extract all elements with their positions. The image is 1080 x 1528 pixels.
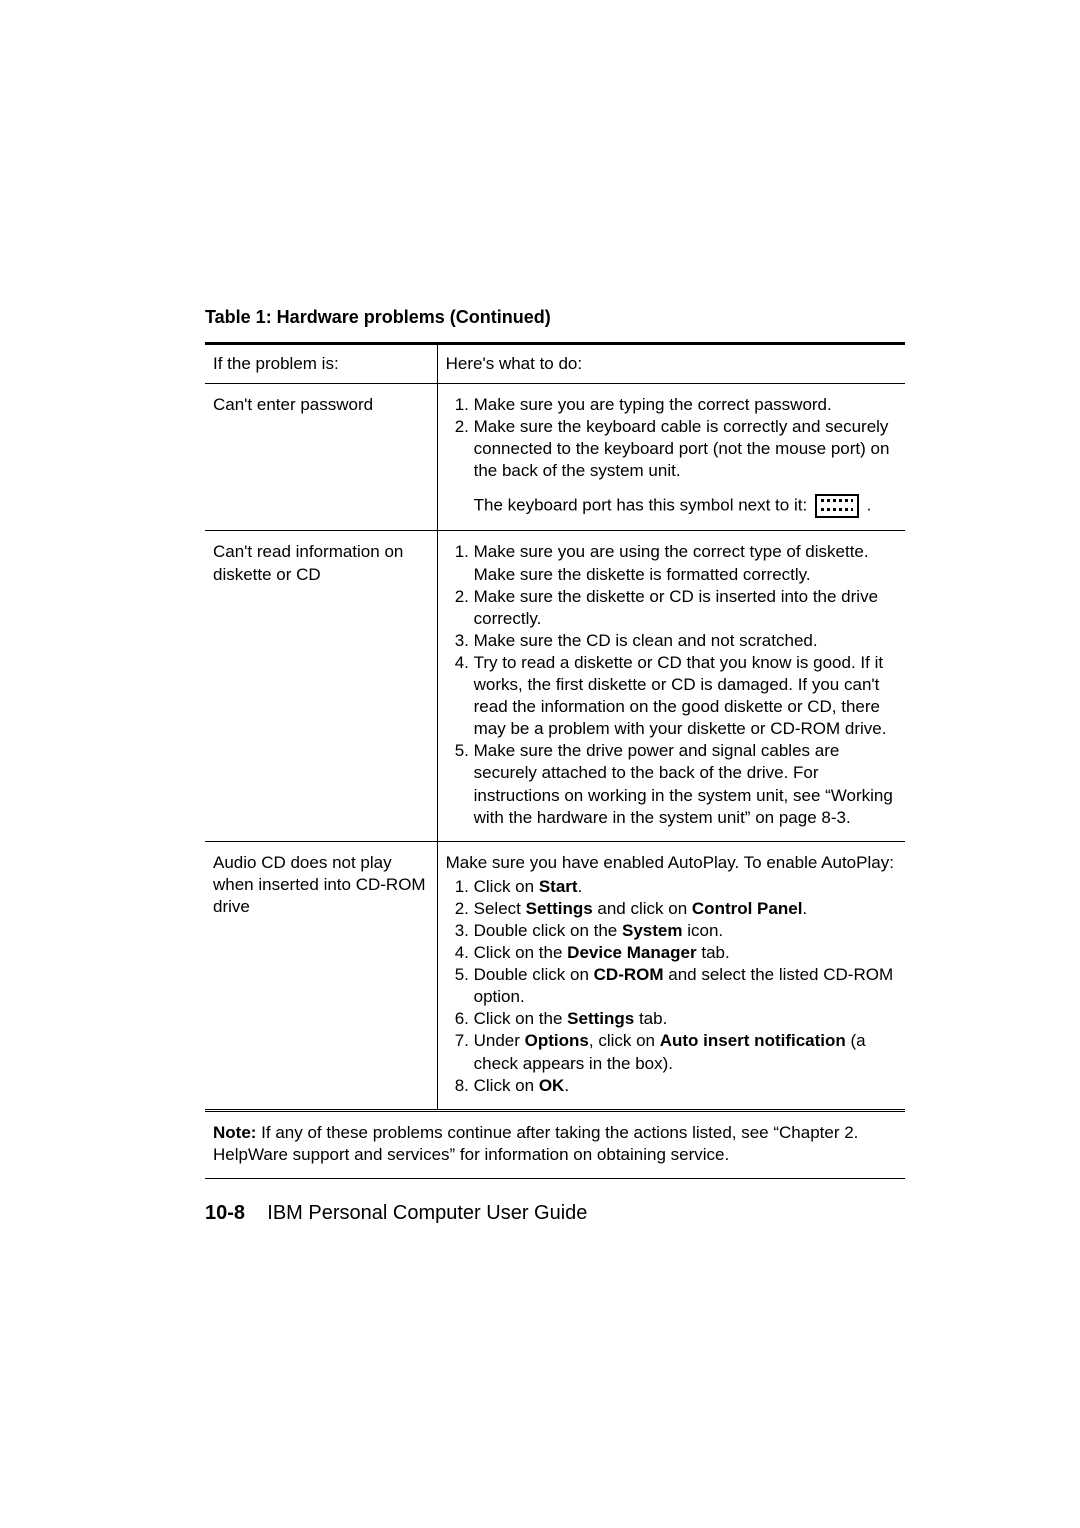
step-item: Make sure you are using the correct type… — [474, 541, 897, 585]
step-item: Click on the Device Manager tab. — [474, 942, 897, 964]
step-item: Try to read a diskette or CD that you kn… — [474, 652, 897, 740]
table-row: Can't enter password Make sure you are t… — [205, 384, 905, 531]
step-item: Under Options, click on Auto insert noti… — [474, 1030, 897, 1074]
intro-text: Make sure you have enabled AutoPlay. To … — [446, 852, 897, 874]
header-action: Here's what to do: — [437, 344, 905, 384]
step-item: Make sure you are typing the correct pas… — [474, 394, 897, 416]
header-problem: If the problem is: — [205, 344, 437, 384]
table-title: Table 1: Hardware problems (Continued) — [205, 307, 904, 328]
problem-cell: Audio CD does not play when inserted int… — [205, 841, 437, 1110]
keyboard-port-icon — [815, 494, 859, 518]
note-row: Note: If any of these problems continue … — [205, 1110, 905, 1178]
page-number: 10-8 — [205, 1202, 245, 1224]
step-item: Double click on the System icon. — [474, 920, 897, 942]
note-label: Note: — [213, 1123, 256, 1142]
keyboard-port-note: The keyboard port has this symbol next t… — [474, 494, 897, 518]
step-item: Make sure the keyboard cable is correctl… — [474, 416, 897, 482]
footer-title: IBM Personal Computer User Guide — [267, 1202, 587, 1224]
step-item: Double click on CD-ROM and select the li… — [474, 964, 897, 1008]
text-before-icon: The keyboard port has this symbol next t… — [474, 496, 812, 515]
note-cell: Note: If any of these problems continue … — [205, 1110, 905, 1178]
hardware-problems-table: If the problem is: Here's what to do: Ca… — [205, 342, 905, 1179]
step-item: Click on the Settings tab. — [474, 1008, 897, 1030]
step-item: Select Settings and click on Control Pan… — [474, 898, 897, 920]
action-cell: Make sure you are typing the correct pas… — [437, 384, 905, 531]
table-header-row: If the problem is: Here's what to do: — [205, 344, 905, 384]
action-cell: Make sure you have enabled AutoPlay. To … — [437, 841, 905, 1110]
step-item: Click on OK. — [474, 1075, 897, 1097]
step-item: Click on Start. — [474, 876, 897, 898]
problem-cell: Can't read information on diskette or CD — [205, 531, 437, 841]
steps-list: Click on Start. Select Settings and clic… — [446, 876, 897, 1097]
steps-list: Make sure you are using the correct type… — [446, 541, 897, 828]
page-footer: 10-8 IBM Personal Computer User Guide — [205, 1202, 587, 1225]
step-item: Make sure the diskette or CD is inserted… — [474, 586, 897, 630]
footer-spacer — [251, 1202, 262, 1224]
table-row: Can't read information on diskette or CD… — [205, 531, 905, 841]
note-text: If any of these problems continue after … — [213, 1123, 858, 1164]
action-cell: Make sure you are using the correct type… — [437, 531, 905, 841]
text-after-icon: . — [867, 496, 872, 515]
problem-cell: Can't enter password — [205, 384, 437, 531]
page: Table 1: Hardware problems (Continued) I… — [0, 0, 1080, 1528]
step-item: Make sure the CD is clean and not scratc… — [474, 630, 897, 652]
table-row: Audio CD does not play when inserted int… — [205, 841, 905, 1110]
step-item: Make sure the drive power and signal cab… — [474, 740, 897, 828]
steps-list: Make sure you are typing the correct pas… — [446, 394, 897, 482]
